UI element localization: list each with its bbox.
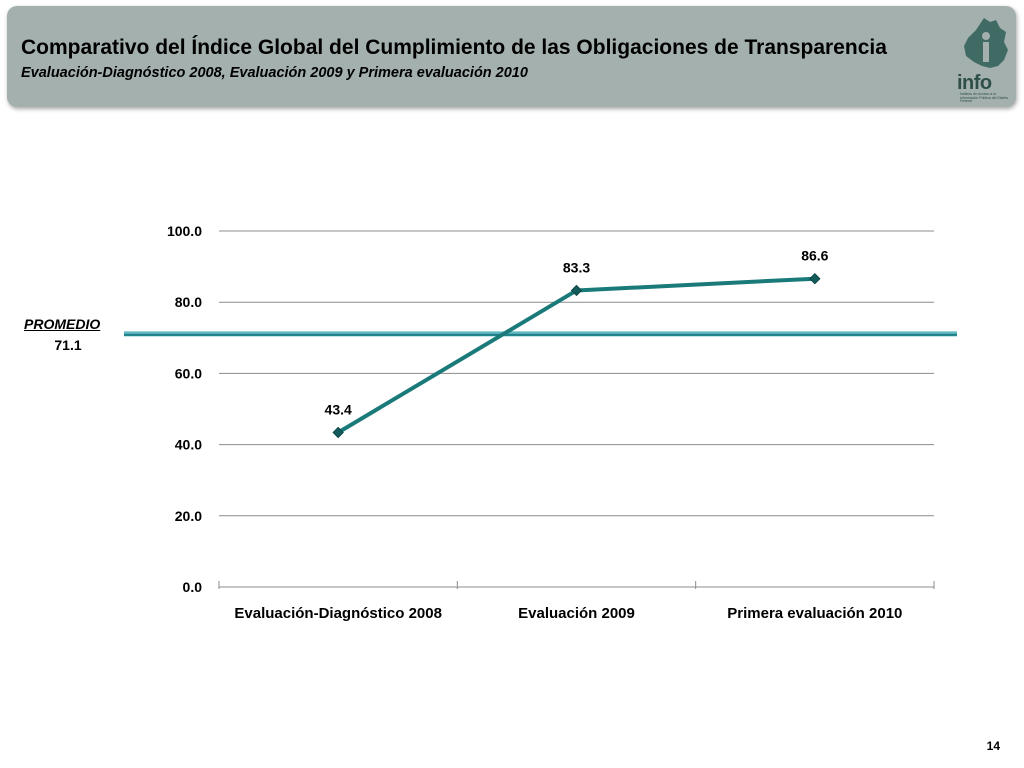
y-tick-label: 20.0 (175, 508, 202, 524)
y-tick-label: 80.0 (175, 294, 202, 310)
data-point-marker (570, 284, 583, 297)
x-category-label: Evaluación-Diagnóstico 2008 (234, 605, 442, 622)
page-number: 14 (986, 739, 1000, 753)
data-label: 86.6 (801, 248, 828, 264)
header-banner (7, 6, 1016, 107)
page-title: Comparativo del Índice Global del Cumpli… (21, 36, 887, 59)
page-subtitle: Evaluación-Diagnóstico 2008, Evaluación … (21, 65, 528, 81)
data-label: 43.4 (325, 401, 352, 417)
y-tick-label: 60.0 (175, 365, 202, 381)
chart-series (332, 272, 821, 439)
info-logo-icon (964, 18, 1008, 68)
logo-text: info (957, 72, 992, 94)
x-category-label: Primera evaluación 2010 (727, 605, 902, 622)
chart-gridlines (218, 230, 935, 589)
average-label: PROMEDIO (24, 316, 101, 332)
average-value: 71.1 (54, 337, 82, 353)
chart-labels: 0.0 20.0 40.0 60.0 80.0 100.0 Evaluación-Diagn… (167, 223, 902, 622)
data-point-marker (809, 272, 821, 285)
y-tick-label: 100.0 (167, 223, 202, 239)
logo-institution-text: Instituto de Acceso a la Información Púb… (960, 92, 1009, 104)
y-tick-label: 0.0 (183, 579, 203, 595)
x-category-label: Evaluación 2009 (518, 605, 635, 622)
y-tick-label: 40.0 (175, 437, 202, 453)
data-point-marker (332, 426, 344, 439)
data-label: 83.3 (563, 259, 590, 275)
average-reference-line (124, 331, 957, 337)
